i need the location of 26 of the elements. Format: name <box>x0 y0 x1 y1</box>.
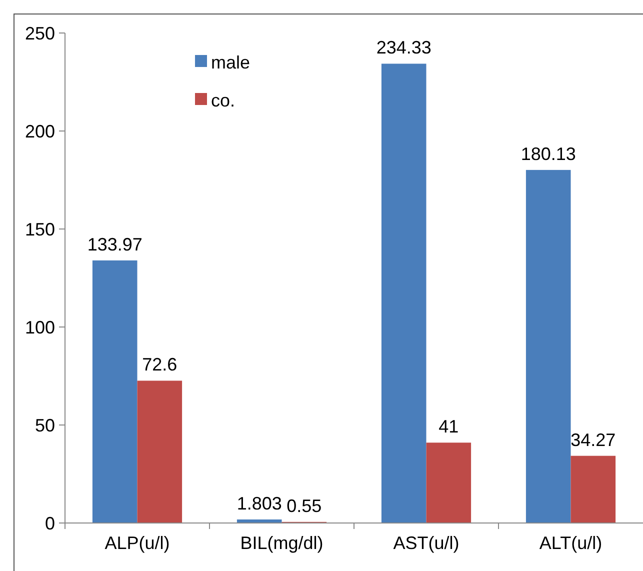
y-tick-label: 100 <box>24 317 55 338</box>
x-tick-label: BIL(mg/dl) <box>240 533 324 553</box>
y-tick-label: 200 <box>24 121 55 142</box>
bar <box>92 260 138 523</box>
bar <box>381 64 426 523</box>
data-label: 41 <box>438 416 459 437</box>
x-tick-label: ALP(u/l) <box>104 533 170 553</box>
data-label: 180.13 <box>520 144 576 164</box>
data-label: 34.27 <box>570 430 616 450</box>
y-tick-label: 50 <box>34 415 55 436</box>
bar <box>570 456 616 523</box>
bar <box>426 442 472 523</box>
y-tick-label: 250 <box>24 23 55 44</box>
legend-label: co. <box>211 90 236 110</box>
y-tick-label: 0 <box>44 513 55 534</box>
data-label: 72.6 <box>142 354 178 375</box>
data-label: 234.33 <box>376 38 432 58</box>
bar <box>526 170 571 523</box>
bar <box>137 380 182 523</box>
legend-label: male <box>211 52 250 72</box>
data-label: 1.803 <box>236 493 282 514</box>
x-tick-label: AST(u/l) <box>393 533 460 553</box>
data-label: 133.97 <box>87 234 142 254</box>
x-tick-label: ALT(u/l) <box>539 533 602 553</box>
y-tick-label: 150 <box>24 219 55 240</box>
data-label: 0.55 <box>286 496 322 516</box>
